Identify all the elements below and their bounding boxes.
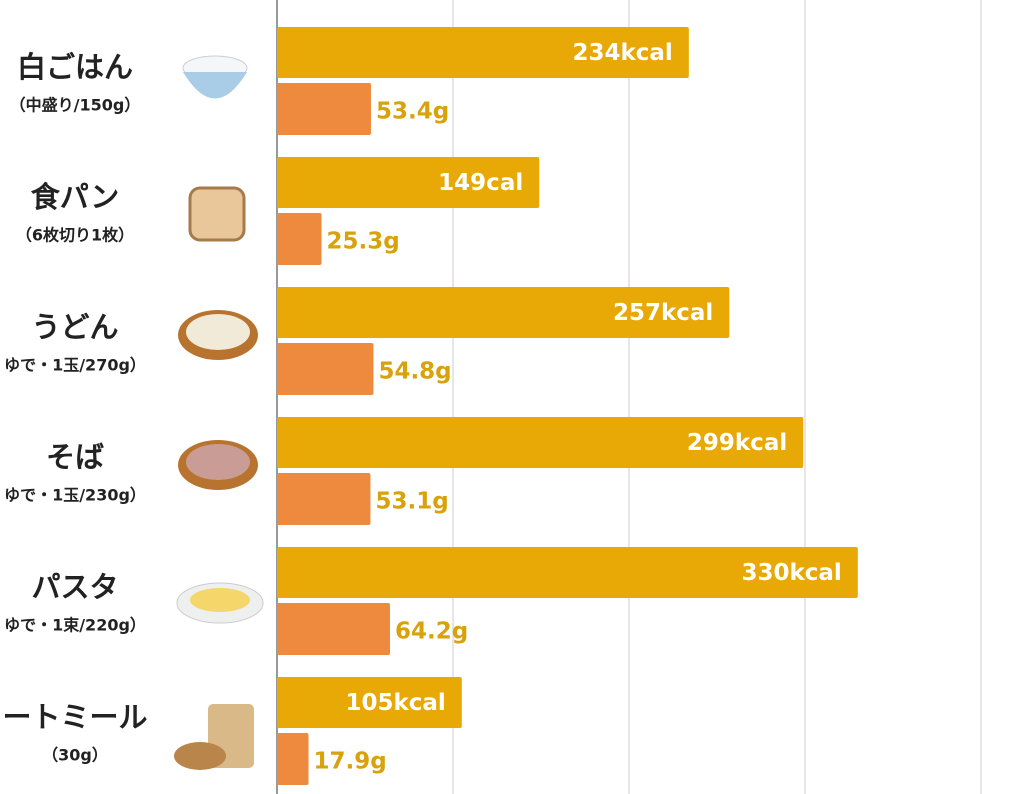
category-note: （6枚切り1枚） [16, 226, 134, 245]
pasta-noodle [190, 588, 250, 612]
category-note: ゆで・1束/220g） [4, 616, 146, 635]
value-label: 64.2g [395, 619, 468, 645]
calorie-bar [277, 677, 462, 728]
value-label: 299kcal [687, 430, 787, 456]
food-icons [174, 55, 264, 770]
value-label: 53.1g [375, 489, 448, 515]
category-name: うどん [31, 310, 118, 344]
category-name: ートミール [2, 700, 147, 734]
calorie-bar [277, 157, 540, 208]
category-name: そば [46, 440, 104, 474]
category-note: ゆで・1玉/230g） [4, 486, 146, 505]
category-name: 食パン [31, 180, 119, 214]
category-name: パスタ [31, 570, 118, 604]
carb-bar [277, 213, 322, 265]
carb-bar [277, 343, 374, 395]
soba-noodle [186, 444, 250, 480]
value-label: 330kcal [741, 560, 841, 586]
carb-bar [277, 733, 309, 785]
carb-bar [277, 603, 390, 655]
carb-bar [277, 83, 371, 135]
category-note: （30g） [42, 746, 108, 765]
calorie-bar [277, 287, 730, 338]
value-label: 105kcal [345, 690, 445, 716]
value-label: 54.8g [378, 359, 451, 385]
udon-noodle [186, 314, 250, 350]
value-label: 25.3g [327, 229, 400, 255]
category-note: ゆで・1玉/270g） [4, 356, 146, 375]
calorie-bar [277, 547, 858, 598]
calorie-bar [277, 27, 689, 78]
calorie-bar [277, 417, 804, 468]
category-name: 白ごはん [17, 50, 133, 84]
value-label: 234kcal [572, 40, 672, 66]
oatmeal-bowl [174, 742, 226, 770]
category-note: （中盛り/150g） [10, 96, 141, 115]
carb-bar [277, 473, 371, 525]
bread-icon [188, 186, 246, 242]
value-label: 17.9g [314, 749, 387, 775]
rice-bowl [183, 72, 247, 99]
plot: 234kcal 53.4g 149cal 25.3g 257kcal 54.8g 299kc… [276, 0, 982, 794]
value-label: 149cal [438, 170, 523, 196]
value-label: 257kcal [613, 300, 713, 326]
value-label: 53.4g [376, 99, 449, 125]
